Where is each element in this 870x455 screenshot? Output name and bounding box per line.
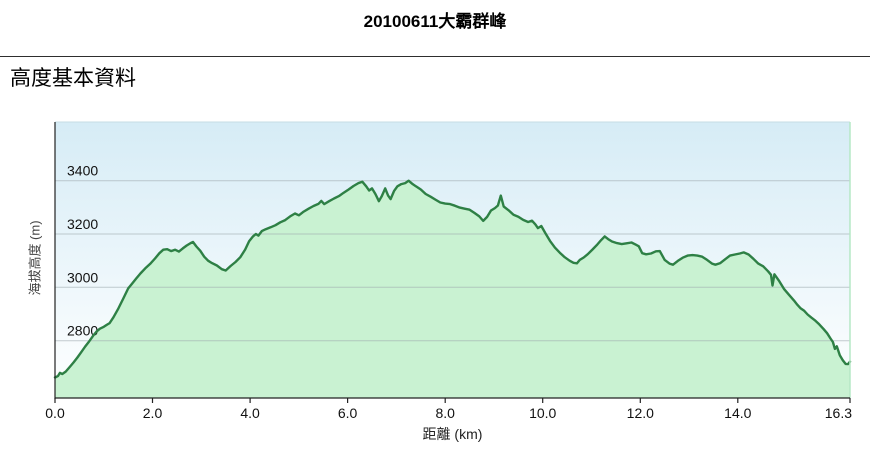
- x-tick-label: 14.0: [724, 405, 751, 421]
- x-tick-label: 6.0: [338, 405, 358, 421]
- x-tick-label: 16.3: [825, 405, 852, 421]
- divider: [0, 56, 870, 57]
- x-tick-label: 0.0: [45, 405, 65, 421]
- y-tick-label: 3200: [67, 216, 98, 232]
- x-tick-label: 2.0: [143, 405, 163, 421]
- page-title: 20100611大霸群峰: [363, 12, 507, 31]
- y-tick-label: 2800: [67, 323, 98, 339]
- y-tick-label: 3400: [67, 163, 98, 179]
- x-tick-label: 4.0: [240, 405, 260, 421]
- x-tick-label: 8.0: [435, 405, 455, 421]
- elevation-area: [55, 180, 850, 398]
- y-tick-label: 3000: [67, 269, 98, 285]
- x-tick-label: 12.0: [627, 405, 654, 421]
- x-axis-title: 距離 (km): [422, 426, 483, 442]
- x-tick-label: 10.0: [529, 405, 556, 421]
- elevation-profile-chart: 2800 3000 3200 3400 0.0 2.0 4.0 6.0 8.0 10.0 12.0 1…: [45, 121, 852, 421]
- section-title: 高度基本資料: [10, 66, 136, 90]
- elevation-line: [53, 179, 852, 379]
